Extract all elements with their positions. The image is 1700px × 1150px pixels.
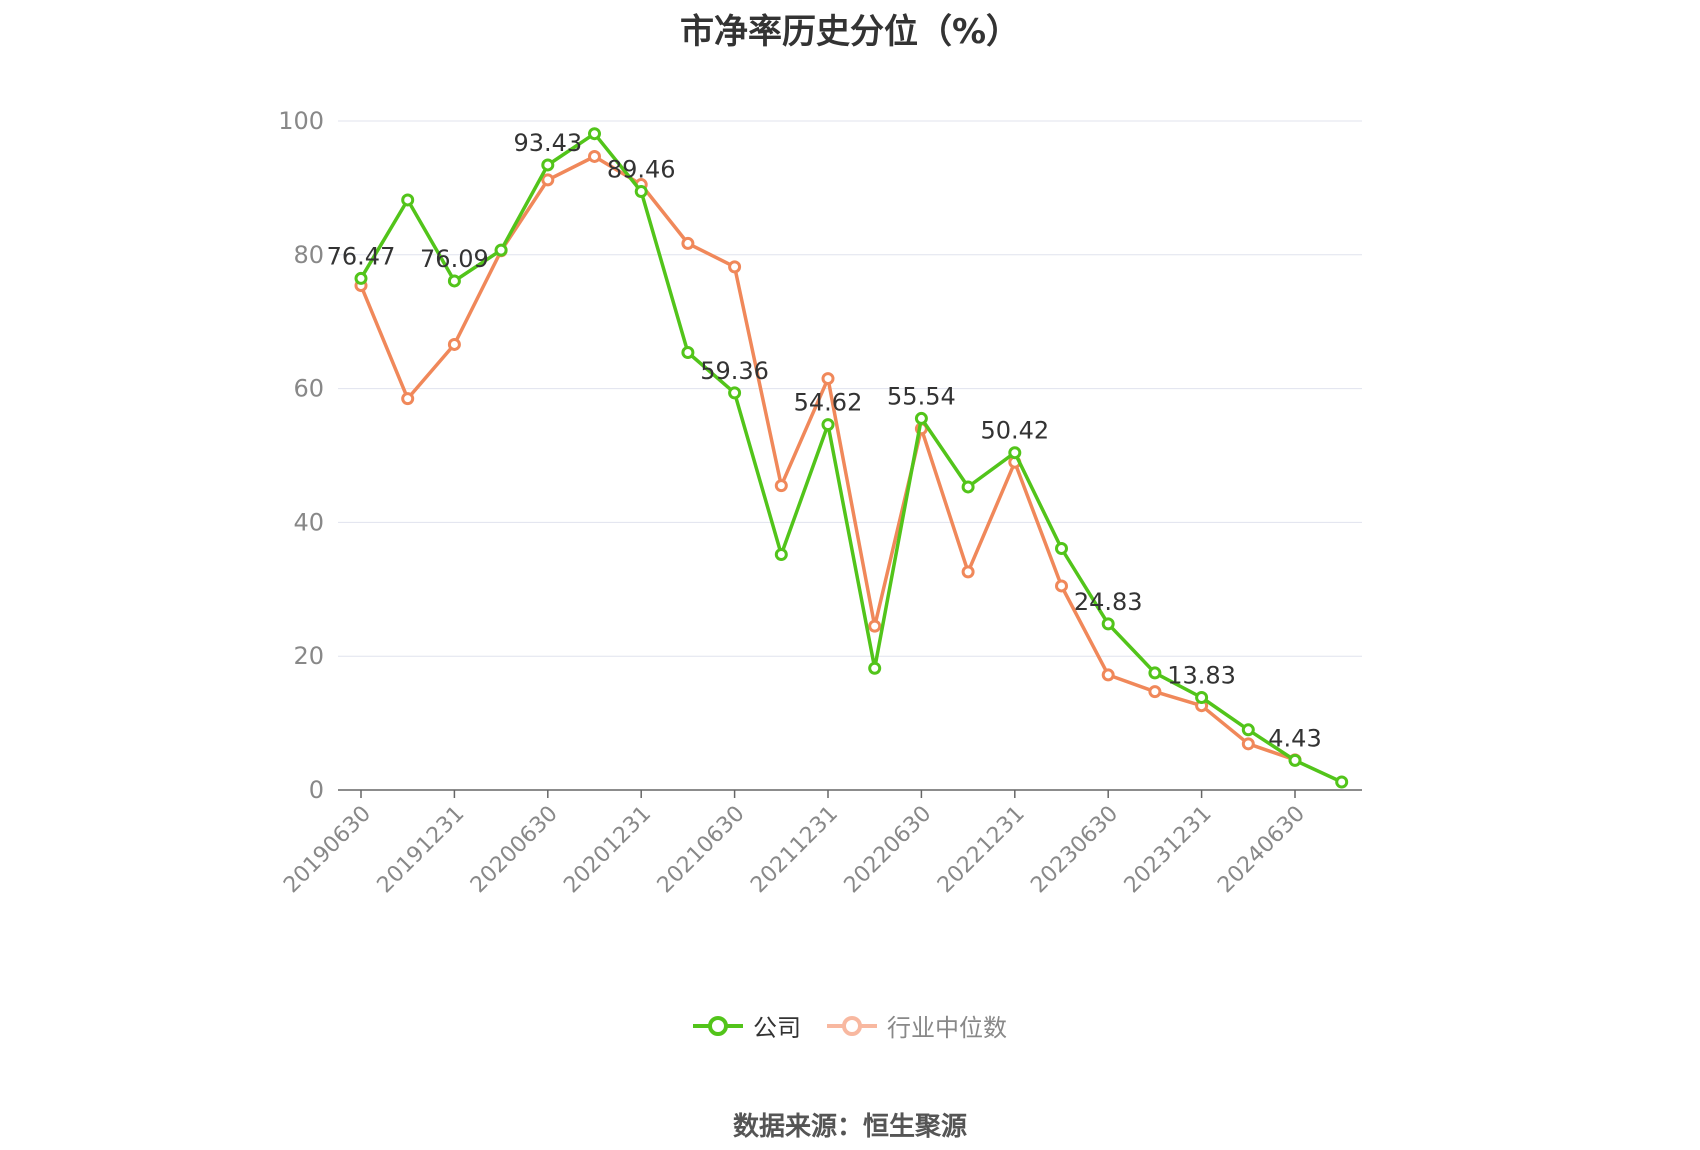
legend-company-label: 公司 (753, 1014, 801, 1042)
data-label: 76.47 (327, 242, 396, 270)
data-label: 50.42 (980, 417, 1049, 445)
data-labels: 76.47 76.09 93.43 89.46 59.36 54.62 55.54 50.42… (327, 129, 1322, 752)
industry-point (541, 173, 555, 187)
y-tick-label: 40 (293, 508, 324, 536)
x-axis: 2019063020191231202006302020123120210630… (279, 789, 1362, 898)
company-point (1195, 690, 1209, 704)
x-tick-label: 20201231 (559, 801, 656, 898)
data-label: 4.43 (1268, 724, 1321, 752)
industry-point (868, 619, 882, 633)
x-tick-label: 20210630 (653, 801, 750, 898)
company-point (1148, 666, 1162, 680)
y-axis: 0 20 40 60 80 100 (278, 107, 324, 804)
industry-point (961, 565, 975, 579)
x-tick-label: 20190630 (279, 801, 376, 898)
company-point (961, 480, 975, 494)
y-tick-label: 60 (293, 375, 324, 403)
company-point (1335, 775, 1349, 789)
company-point (868, 661, 882, 675)
data-label: 54.62 (794, 389, 863, 417)
industry-point (1101, 668, 1115, 682)
x-tick-label: 20221231 (933, 801, 1030, 898)
industry-point (1055, 579, 1068, 593)
y-tick-label: 20 (293, 642, 324, 670)
y-tick-label: 100 (278, 107, 324, 135)
company-point (494, 243, 508, 257)
legend-industry-label: 行业中位数 (887, 1014, 1007, 1042)
industry-point (681, 236, 695, 250)
grid-lines (338, 120, 1362, 657)
x-tick-label: 20220630 (840, 801, 937, 898)
chart-title: 市净率历史分位（%） (679, 12, 1021, 52)
y-tick-label: 80 (293, 241, 324, 269)
company-point (1008, 446, 1022, 460)
company-point (447, 274, 461, 288)
legend: 公司 行业中位数 (0, 1008, 1700, 1043)
company-point (1101, 617, 1115, 631)
data-label: 24.83 (1074, 588, 1143, 616)
x-tick-label: 20191231 (373, 801, 470, 898)
industry-point (821, 372, 835, 386)
industry-point (774, 479, 788, 493)
company-point (821, 418, 835, 432)
company-point (401, 193, 415, 207)
company-point (634, 185, 648, 199)
company-point (681, 345, 695, 359)
data-label: 93.43 (513, 129, 582, 157)
industry-point (1241, 737, 1255, 751)
industry-point (728, 260, 742, 274)
industry-point (447, 337, 461, 351)
company-point (541, 158, 555, 172)
x-tick-label: 20231231 (1120, 801, 1217, 898)
series-company (354, 127, 1349, 789)
x-tick-label: 20240630 (1213, 801, 1310, 898)
company-point (914, 411, 928, 425)
company-point (774, 548, 788, 562)
company-line (359, 131, 1343, 784)
company-point (1055, 541, 1068, 555)
data-label: 76.09 (420, 245, 489, 273)
industry-point (401, 392, 415, 406)
industry-point (588, 149, 601, 163)
data-label: 13.83 (1167, 661, 1236, 689)
y-tick-label: 0 (309, 776, 324, 804)
data-label: 55.54 (887, 382, 956, 410)
company-point (588, 127, 601, 141)
industry-point (1148, 685, 1162, 699)
legend-item-company[interactable]: 公司 (693, 1008, 801, 1043)
x-tick-label: 20230630 (1026, 801, 1123, 898)
x-tick-label: 20211231 (746, 801, 843, 898)
company-point (1288, 753, 1302, 767)
company-point (354, 271, 368, 285)
data-label: 59.36 (700, 357, 769, 385)
data-source: 数据来源：恒生聚源 (732, 1112, 967, 1142)
x-tick-label: 20200630 (466, 801, 563, 898)
company-point (728, 386, 742, 400)
legend-company-icon (693, 1015, 743, 1036)
data-label: 89.46 (607, 156, 676, 184)
company-point (1241, 723, 1255, 737)
legend-item-industry[interactable]: 行业中位数 (827, 1008, 1007, 1043)
legend-industry-icon (827, 1015, 877, 1036)
